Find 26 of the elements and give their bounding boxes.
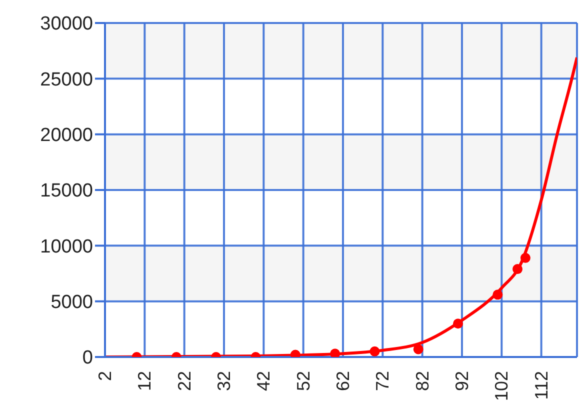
point <box>453 318 464 329</box>
x-tick-label: 82 <box>412 371 432 392</box>
y-tick-label: 20000 <box>40 125 93 146</box>
y-tick-label: 0 <box>82 348 93 369</box>
x-tick-label: 72 <box>372 371 393 392</box>
y-tick-label: 15000 <box>40 180 93 202</box>
y-tick-label: 25000 <box>40 69 93 90</box>
x-tick-label: 32 <box>214 371 234 392</box>
x-tick-label: 102 <box>492 371 512 402</box>
point <box>520 252 530 263</box>
y-tick-label: 30000 <box>40 14 93 35</box>
x-tick-label: 2 <box>95 371 115 382</box>
x-tick-label: 112 <box>531 371 552 400</box>
x-tick-label: 12 <box>134 371 155 392</box>
x-tick-label: 92 <box>452 371 472 392</box>
x-tick-label: 22 <box>174 371 194 392</box>
y-tick-label: 5000 <box>50 292 93 314</box>
point <box>370 346 380 356</box>
point <box>413 344 424 354</box>
point <box>330 348 340 357</box>
x-tick-label: 52 <box>293 371 314 392</box>
y-tick-label: 10000 <box>40 236 93 258</box>
x-tick-label: 62 <box>332 371 353 392</box>
point <box>492 290 503 300</box>
point <box>512 264 523 274</box>
x-tick-label: 42 <box>254 371 274 392</box>
